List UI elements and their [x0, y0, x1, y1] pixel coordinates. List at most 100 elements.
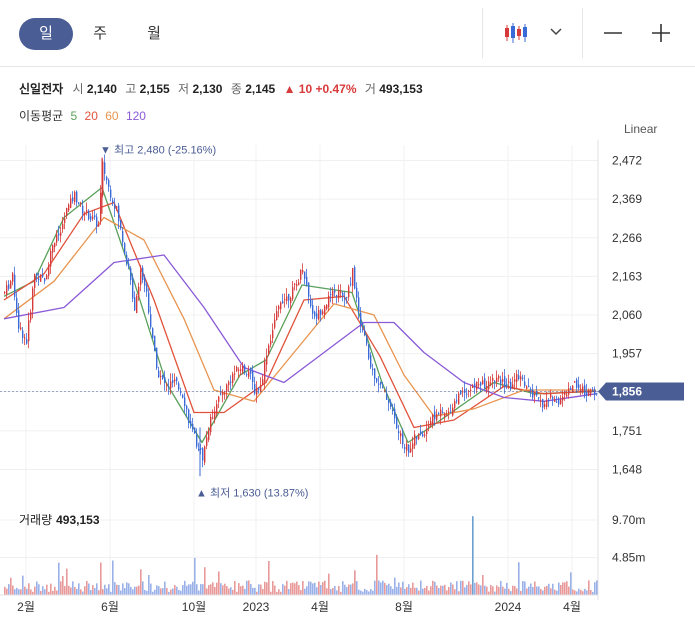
- volume-bar: [520, 590, 522, 595]
- volume-bar: [34, 586, 36, 595]
- volume-bar: [454, 589, 456, 595]
- volume-bar: [462, 580, 464, 595]
- volume-bar: [120, 590, 122, 595]
- candle-body: [300, 269, 302, 280]
- tab-week[interactable]: 주: [93, 25, 107, 42]
- candle-body: [20, 327, 22, 330]
- candle-body: [270, 340, 272, 345]
- x-tick-label: 2024: [495, 600, 522, 614]
- candle-body: [238, 369, 240, 371]
- candle-body: [284, 299, 286, 301]
- quote-line: 신일전자 시 2,140 고 2,155 저 2,130 종 2,145 ▲ 1…: [19, 80, 428, 97]
- volume-bar: [366, 590, 368, 595]
- y-tick-label: 2,266: [612, 231, 642, 245]
- volume-bar: [178, 589, 180, 595]
- volume-bar: [94, 588, 96, 595]
- candle-body: [296, 284, 298, 287]
- candle-body: [180, 391, 182, 393]
- volume-bar: [376, 554, 378, 595]
- volume-bar: [108, 584, 110, 595]
- candle-body: [586, 391, 588, 395]
- candle-body: [52, 245, 54, 253]
- volume-bar: [514, 586, 516, 595]
- candle-body: [422, 434, 424, 437]
- volume-bar: [118, 585, 120, 595]
- volume-bar: [378, 580, 380, 595]
- volume-bar: [56, 590, 58, 595]
- volume-bar: [242, 585, 244, 595]
- candle-body: [446, 415, 448, 417]
- tab-month[interactable]: 월: [147, 25, 161, 42]
- volume-bar: [392, 588, 394, 595]
- candlestick-icon[interactable]: [503, 20, 529, 46]
- candle-body: [258, 388, 260, 390]
- candle-body: [220, 393, 222, 395]
- candle-body: [72, 197, 74, 202]
- candle-body: [310, 298, 312, 307]
- candle-body: [160, 375, 162, 377]
- volume-bar: [146, 590, 148, 595]
- candle-body: [348, 286, 350, 298]
- candle-body: [504, 376, 506, 387]
- volume-bar: [240, 586, 242, 595]
- candle-body: [430, 421, 432, 426]
- candle-body: [214, 411, 216, 419]
- scale-toggle[interactable]: Linear: [624, 122, 658, 136]
- candle-body: [496, 377, 498, 383]
- candle-body: [290, 297, 292, 304]
- volume-bar: [410, 587, 412, 595]
- volume-bar: [284, 585, 286, 595]
- candle-body: [50, 250, 52, 267]
- volume-bar: [510, 591, 512, 595]
- volume-bar: [80, 589, 82, 595]
- candle-body: [516, 374, 518, 382]
- volume-bar: [10, 577, 12, 595]
- volume-bar: [354, 570, 356, 595]
- period-tabs: 일 주 월: [19, 18, 181, 50]
- volume-bar: [472, 516, 474, 595]
- candle-body: [124, 243, 126, 254]
- volume-bar: [562, 582, 564, 595]
- candle-body: [424, 434, 426, 436]
- candle-body: [524, 381, 526, 387]
- candle-body: [200, 448, 202, 450]
- candle-body: [34, 274, 36, 288]
- candle-body: [428, 425, 430, 428]
- candle-body: [206, 437, 208, 447]
- candle-body: [526, 386, 528, 389]
- volume-bar: [60, 581, 62, 595]
- candle-body: [508, 381, 510, 383]
- candle-body: [468, 390, 470, 392]
- volume-bar: [122, 583, 124, 595]
- candle-body: [292, 287, 294, 299]
- candle-body: [16, 297, 18, 314]
- volume-bar: [28, 583, 30, 595]
- volume-bar: [258, 584, 260, 595]
- chevron-down-icon[interactable]: [546, 22, 566, 42]
- candle-body: [112, 200, 114, 203]
- candle-body: [262, 379, 264, 385]
- volume-bar: [468, 581, 470, 595]
- candle-body: [8, 284, 10, 289]
- candle-body: [88, 210, 90, 220]
- volume-bar: [204, 586, 206, 595]
- plus-icon[interactable]: [648, 20, 674, 46]
- tab-day[interactable]: 일: [19, 18, 73, 50]
- volume-bar: [234, 581, 236, 595]
- candle-body: [226, 384, 228, 392]
- candle-body: [382, 387, 384, 389]
- volume-bar: [48, 591, 50, 595]
- y-tick-label: 2,369: [612, 192, 642, 206]
- volume-bar: [302, 581, 304, 595]
- y-tick-label: 1,957: [612, 347, 642, 361]
- candle-body: [110, 189, 112, 198]
- minus-icon[interactable]: [600, 20, 626, 46]
- volume-bar: [292, 582, 294, 595]
- candle-body: [436, 414, 438, 421]
- volume-bar: [590, 589, 592, 595]
- candle-body: [114, 204, 116, 209]
- volume-bar: [402, 581, 404, 595]
- volume-bar: [98, 590, 100, 595]
- volume-bar: [298, 585, 300, 595]
- y-tick-label: 2,163: [612, 269, 642, 283]
